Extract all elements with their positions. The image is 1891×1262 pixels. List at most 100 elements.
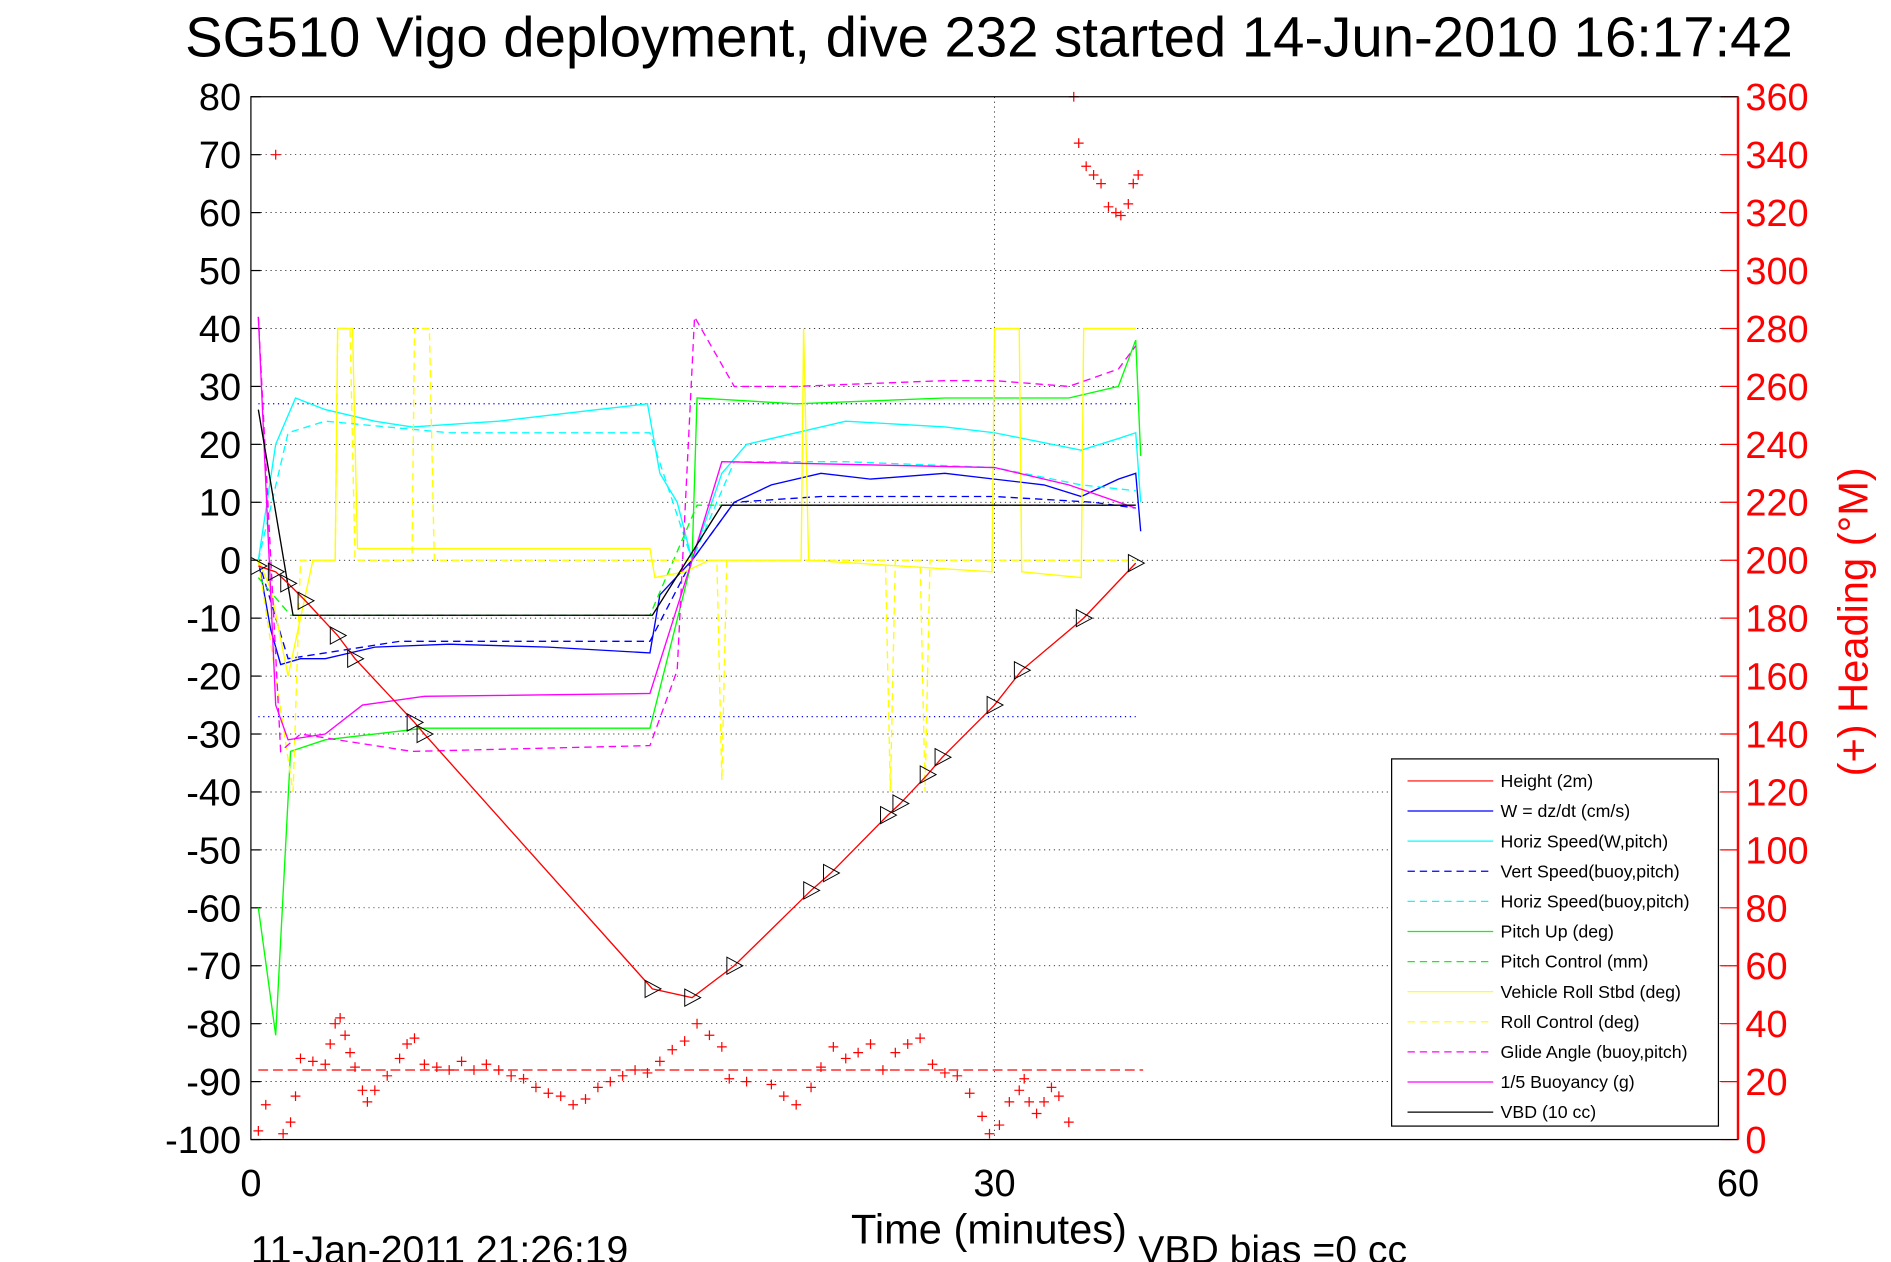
y-tick-label-right: 360	[1745, 77, 1808, 119]
heading-point	[716, 1041, 727, 1052]
heading-point	[952, 1070, 963, 1081]
heading-point	[902, 1039, 913, 1049]
heading-point	[1115, 210, 1126, 221]
y-tick-label-left: -90	[186, 1062, 241, 1104]
heading-point	[394, 1053, 405, 1064]
series-line	[257, 327, 1136, 677]
heading-point	[605, 1076, 616, 1087]
heading-point	[840, 1053, 851, 1064]
heading-point	[1063, 1117, 1074, 1128]
height-marker	[803, 881, 821, 900]
legend-label: Horiz Speed(W,pitch)	[1501, 831, 1669, 851]
heading-point	[1133, 170, 1144, 180]
heading-point	[270, 149, 281, 160]
height-marker	[934, 747, 953, 767]
y-tick-label-left: -10	[186, 599, 241, 641]
heading-point	[679, 1036, 690, 1046]
heading-point	[290, 1091, 301, 1101]
heading-point	[325, 1039, 336, 1049]
heading-point	[444, 1065, 455, 1075]
y-tick-label-right: 320	[1745, 193, 1808, 235]
y-tick-label-left: 0	[220, 541, 241, 583]
heading-point	[543, 1088, 554, 1099]
legend-label: 1/5 Buoyancy (g)	[1501, 1072, 1635, 1092]
height-marker	[892, 794, 910, 813]
heading-point	[617, 1070, 628, 1081]
series-line	[257, 314, 1137, 753]
series-layer	[250, 91, 1146, 1139]
legend-label: Pitch Up (deg)	[1501, 922, 1614, 942]
heading-point	[419, 1059, 430, 1070]
legend: Height (2m) W = dz/dt (cm/s) Horiz Speed(W…	[1391, 758, 1720, 1127]
y-tick-label-left: -100	[165, 1120, 241, 1162]
heading-point	[806, 1082, 816, 1093]
heading-point	[828, 1041, 839, 1052]
heading-point	[1046, 1082, 1057, 1093]
heading-point	[278, 1128, 289, 1139]
y-tick-label-left: 40	[199, 309, 241, 351]
height-marker	[726, 956, 744, 976]
heading-point	[994, 1120, 1005, 1130]
height-marker	[986, 695, 1005, 715]
height-marker	[684, 988, 702, 1008]
legend-label: Pitch Control (mm)	[1501, 952, 1649, 972]
footer-date: 11-Jan-2011 21:26:19	[251, 1229, 628, 1262]
heading-point	[791, 1099, 802, 1110]
heading-point	[1103, 201, 1114, 212]
heading-point	[362, 1096, 373, 1107]
right-axis-label: (+) Heading (°M)	[1830, 467, 1877, 776]
heading-point	[939, 1068, 950, 1078]
heading-point	[409, 1033, 420, 1044]
heading-point	[369, 1085, 380, 1096]
legend-label: Vehicle Roll Stbd (deg)	[1501, 982, 1681, 1002]
y-tick-label-right: 160	[1745, 657, 1808, 699]
series-line	[257, 316, 1136, 741]
heading-point	[431, 1062, 442, 1073]
heading-point	[1088, 170, 1099, 180]
y-tick-label-left: 70	[199, 135, 241, 177]
x-tick-label: 30	[973, 1163, 1015, 1205]
heading-point	[340, 1030, 350, 1041]
height-marker	[406, 713, 425, 732]
heading-point	[295, 1053, 306, 1064]
heading-point	[865, 1039, 876, 1049]
heading-point	[1039, 1096, 1049, 1107]
height-marker	[880, 805, 898, 825]
series-line	[258, 562, 1137, 999]
heading-point	[816, 1062, 826, 1073]
tick-labels: 80706050403020100-10-20-30-40-50-60-70-8…	[165, 77, 1808, 1205]
heading-point	[350, 1062, 360, 1073]
series-line	[257, 397, 1142, 563]
heading-point	[1054, 1091, 1064, 1101]
y-tick-label-right: 340	[1745, 135, 1808, 177]
heading-point	[335, 1012, 346, 1023]
heading-point	[402, 1039, 412, 1049]
y-tick-label-right: 60	[1745, 946, 1787, 988]
heading-point	[766, 1079, 777, 1090]
y-tick-label-left: -30	[186, 714, 241, 756]
heading-point	[1014, 1085, 1025, 1096]
legend-label: Vert Speed(buoy,pitch)	[1501, 861, 1680, 881]
heading-point	[253, 1125, 264, 1136]
heading-point	[915, 1033, 925, 1044]
heading-point	[890, 1047, 901, 1058]
legend-label: W = dz/dt (cm/s)	[1501, 801, 1631, 821]
height-marker	[329, 626, 348, 645]
heading-point	[518, 1073, 529, 1084]
y-tick-label-right: 120	[1745, 772, 1808, 814]
heading-point	[1004, 1096, 1015, 1107]
legend-label: Roll Control (deg)	[1501, 1012, 1640, 1032]
heading-point	[1024, 1096, 1035, 1107]
heading-point	[984, 1128, 995, 1139]
height-marker	[416, 724, 435, 744]
x-axis-label: Time (minutes)	[851, 1206, 1127, 1253]
y-tick-label-left: 20	[199, 425, 241, 467]
y-tick-label-left: -70	[186, 946, 241, 988]
series-line	[257, 409, 1136, 616]
y-tick-label-left: 80	[199, 77, 241, 119]
legend-label: Glide Angle (buoy,pitch)	[1501, 1042, 1688, 1062]
y-tick-label-right: 20	[1745, 1062, 1787, 1104]
heading-point	[630, 1065, 640, 1075]
y-tick-label-left: 10	[199, 483, 241, 525]
heading-point	[853, 1047, 864, 1058]
